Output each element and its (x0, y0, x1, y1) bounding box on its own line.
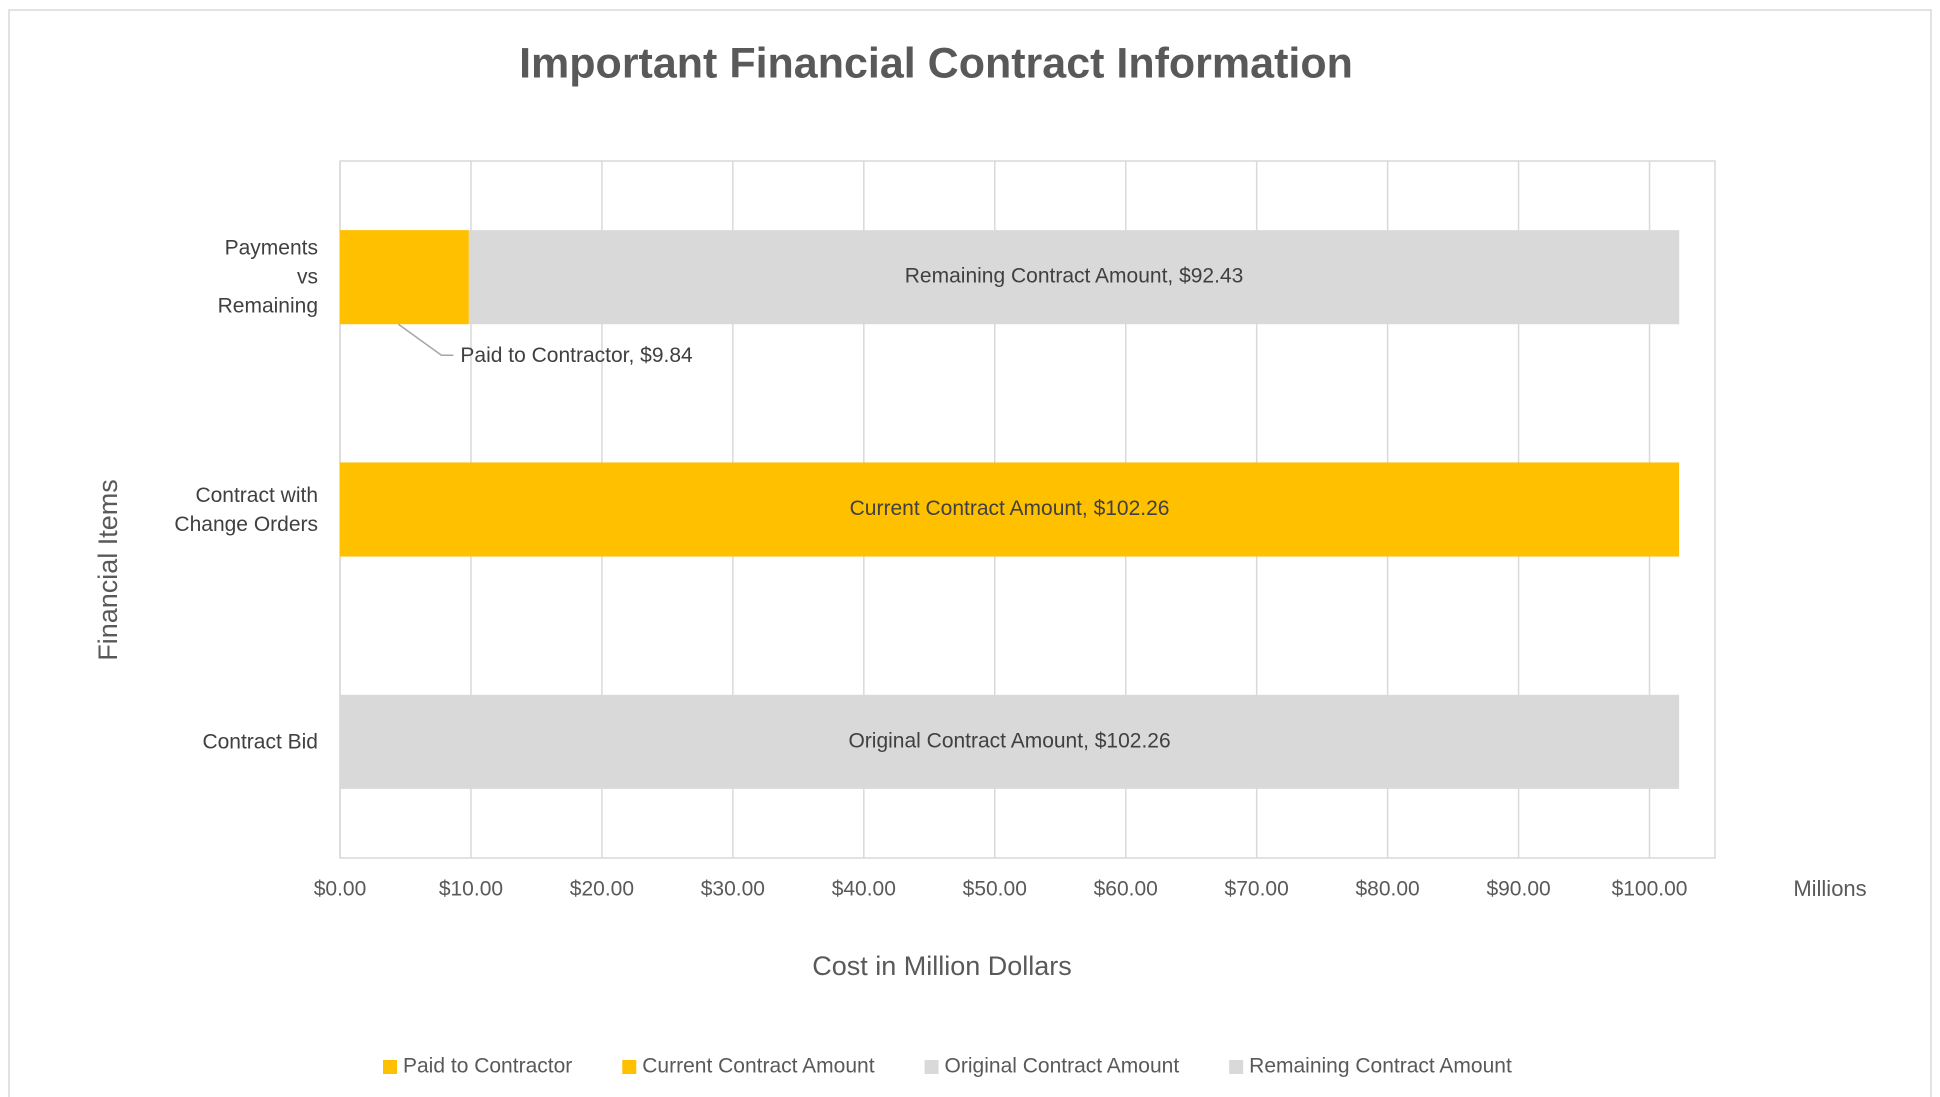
x-tick-label: $60.00 (1094, 878, 1158, 901)
x-tick-label: $100.00 (1612, 878, 1688, 901)
y-tick-label: Contract with Change Orders (174, 483, 318, 536)
bar (340, 694, 1680, 789)
legend-label: Current Contract Amount (642, 1055, 874, 1078)
x-tick-label: $50.00 (963, 878, 1027, 901)
y-tick-label: Contract Bid (202, 730, 318, 754)
bar (340, 462, 1680, 557)
legend-marker (924, 1060, 939, 1074)
data-label: Original Contract Amount, $102.26 (848, 729, 1170, 752)
legend-marker (1229, 1060, 1244, 1074)
x-tick-label: $80.00 (1356, 878, 1420, 901)
legend-label: Remaining Contract Amount (1249, 1055, 1512, 1078)
bar (340, 230, 469, 325)
x-tick-label: $10.00 (439, 878, 503, 901)
y-axis-title: Financial Items (93, 479, 123, 661)
x-tick-label: $70.00 (1225, 878, 1289, 901)
x-tick-label: $90.00 (1486, 878, 1550, 901)
legend-marker (622, 1060, 637, 1074)
bar (468, 230, 1680, 325)
legend-marker (383, 1060, 397, 1074)
leader-line (397, 323, 454, 356)
x-axis-title: Cost in Million Dollars (812, 951, 1072, 981)
data-label: Remaining Contract Amount, $92.43 (905, 265, 1244, 288)
x-tick-label: $30.00 (701, 878, 765, 901)
chart-title: Important Financial Contract Information (519, 39, 1353, 87)
data-label: Current Contract Amount, $102.26 (850, 497, 1170, 520)
data-label: Paid to Contractor, $9.84 (460, 344, 693, 367)
legend-label: Original Contract Amount (945, 1055, 1180, 1078)
x-tick-label: $40.00 (832, 878, 896, 901)
y-tick-label: Payments vs Remaining (217, 236, 318, 318)
x-tick-label: $20.00 (570, 878, 634, 901)
x-unit-label: Millions (1793, 876, 1866, 901)
legend-label: Paid to Contractor (403, 1055, 572, 1078)
x-tick-label: $0.00 (314, 878, 367, 901)
